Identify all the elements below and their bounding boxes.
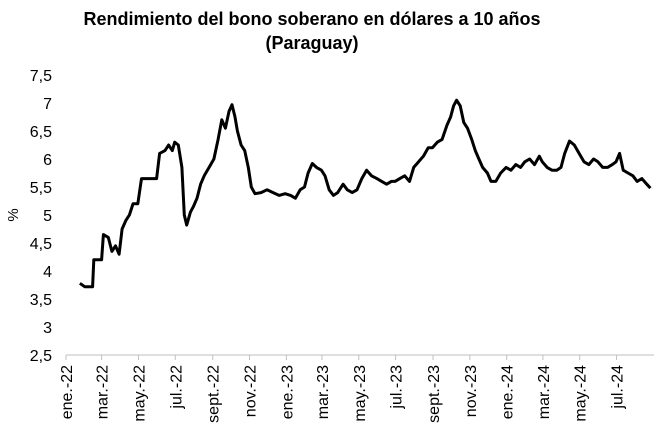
x-tick-label: mar.-23 bbox=[315, 365, 332, 419]
x-tick-label: jul.-22 bbox=[168, 365, 185, 410]
y-tick-label: 2,5 bbox=[30, 348, 52, 365]
y-tick-label: 5 bbox=[43, 208, 52, 225]
y-tick-label: 6 bbox=[43, 152, 52, 169]
x-tick-label: jul.-23 bbox=[389, 365, 406, 410]
x-axis: ene.-22 mar.-22 may.-22 jul.-22 sept.-22 nov.… bbox=[59, 355, 627, 423]
x-tick-label: ene.-24 bbox=[500, 365, 517, 419]
y-tick-label: 6,5 bbox=[30, 124, 52, 141]
x-tick-label: sept.-22 bbox=[206, 365, 223, 423]
x-tick-label: may.-23 bbox=[352, 365, 369, 422]
y-tick-label: 7 bbox=[43, 96, 52, 113]
y-axis: 2,5 3 3,5 4 4,5 5 5,5 6 6,5 7 7,5 bbox=[30, 68, 52, 365]
y-tick-label: 3,5 bbox=[30, 292, 52, 309]
x-tick-label: may.-24 bbox=[573, 365, 590, 422]
x-tick-label: may.-22 bbox=[131, 365, 148, 422]
x-tick-label: ene.-23 bbox=[279, 365, 296, 419]
x-tick-label: mar.-24 bbox=[536, 365, 553, 419]
y-tick-label: 4,5 bbox=[30, 236, 52, 253]
x-tick-label: ene.-22 bbox=[59, 365, 76, 419]
y-tick-label: 7,5 bbox=[30, 68, 52, 85]
x-tick-label: nov.-23 bbox=[463, 365, 480, 417]
y-tick-label: 4 bbox=[43, 264, 52, 281]
chart-title: Rendimiento del bono soberano en dólares… bbox=[83, 9, 541, 29]
x-tick-label: mar.-22 bbox=[95, 365, 112, 419]
chart-subtitle: (Paraguay) bbox=[265, 33, 359, 53]
x-tick-label: nov.-22 bbox=[243, 365, 260, 417]
x-tick-label: jul.-24 bbox=[610, 365, 627, 410]
y-tick-label: 5,5 bbox=[30, 180, 52, 197]
y-tick-label: 3 bbox=[43, 320, 52, 337]
y-axis-label: % bbox=[5, 208, 22, 221]
x-tick-label: sept.-23 bbox=[426, 365, 443, 423]
series-line bbox=[79, 98, 652, 289]
